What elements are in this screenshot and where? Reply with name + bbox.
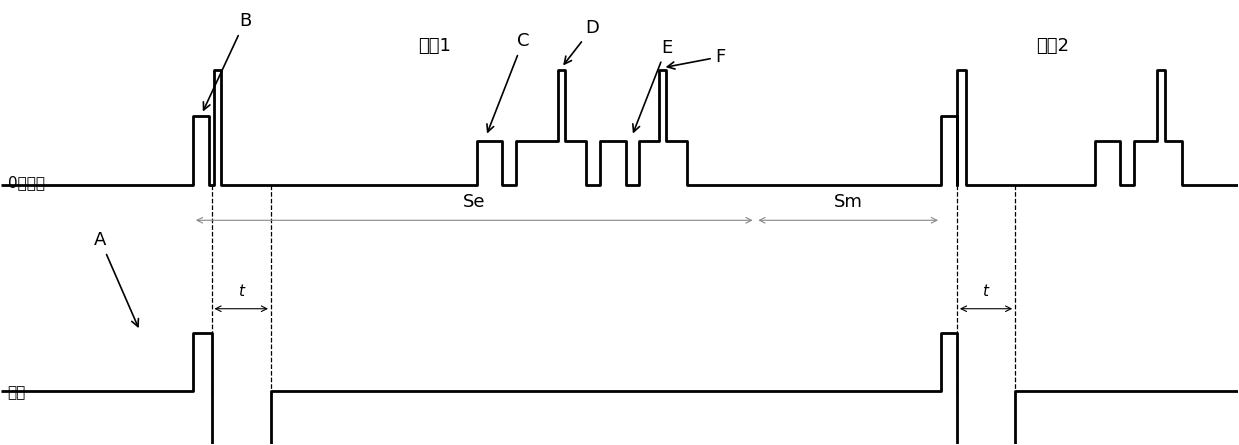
Text: Se: Se <box>462 193 484 210</box>
Text: B: B <box>203 12 252 110</box>
Text: 0度方向: 0度方向 <box>7 175 45 190</box>
Text: 触发: 触发 <box>7 385 26 400</box>
Text: t: t <box>238 284 244 299</box>
Text: C: C <box>487 32 529 132</box>
Text: E: E <box>633 39 672 132</box>
Text: 周期1: 周期1 <box>418 36 451 55</box>
Text: A: A <box>94 231 139 327</box>
Text: F: F <box>668 48 726 69</box>
Text: Sm: Sm <box>834 193 862 210</box>
Text: 周期2: 周期2 <box>1036 36 1069 55</box>
Text: t: t <box>983 284 989 299</box>
Text: D: D <box>564 19 600 64</box>
